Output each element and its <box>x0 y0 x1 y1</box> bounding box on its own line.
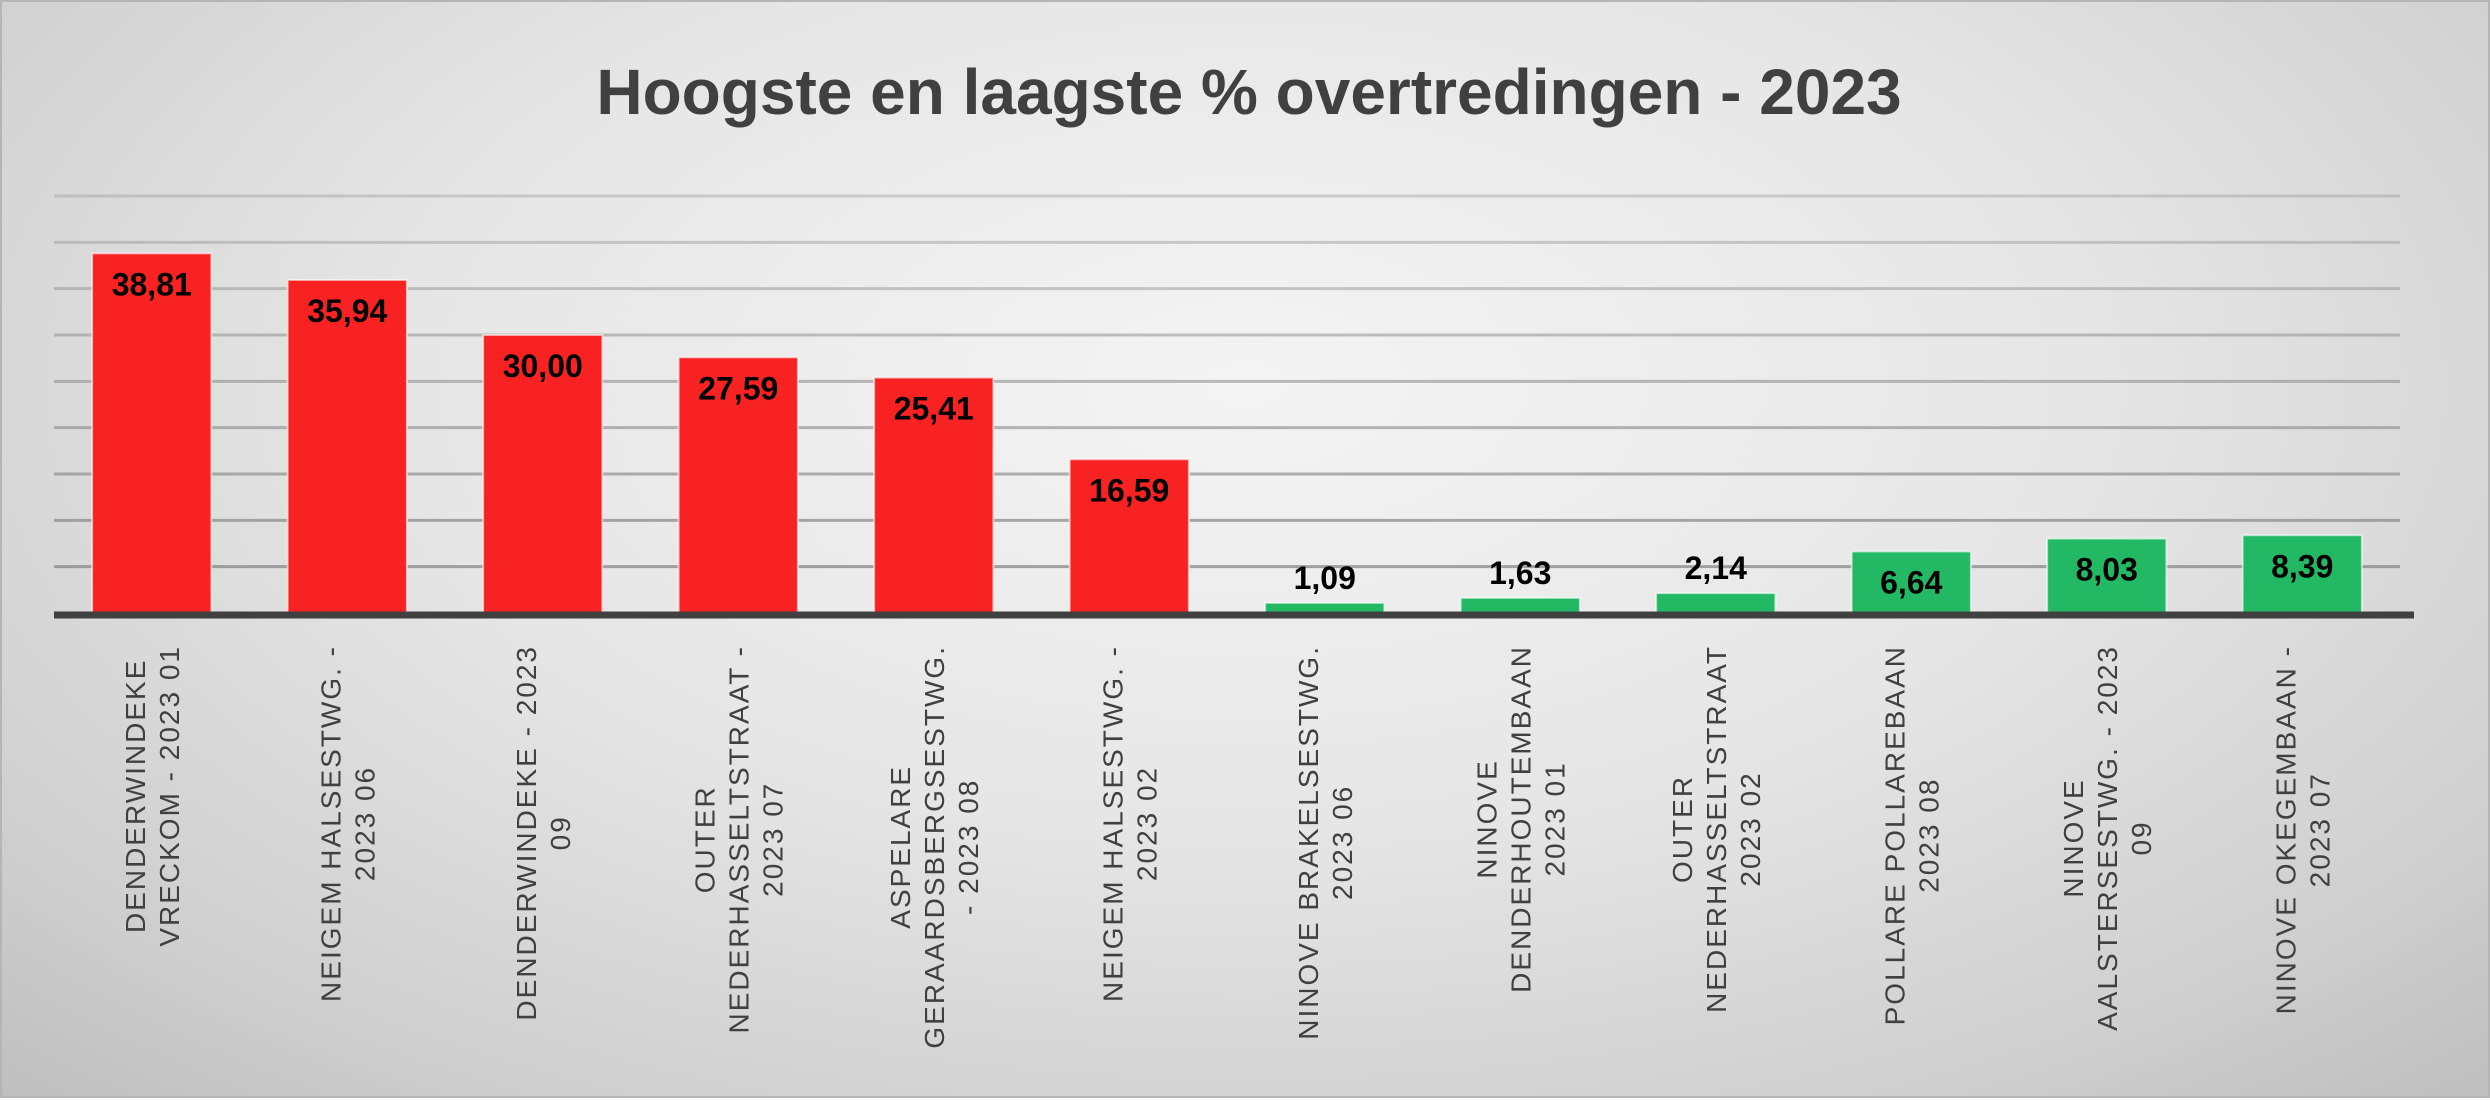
x-tick-label-line: 2023 06 <box>1327 785 1358 900</box>
x-tick-label-line: OUTER <box>689 785 720 893</box>
bar <box>91 252 213 615</box>
x-tick-label-line: - 2023 08 <box>953 779 984 915</box>
x-tick-label-line: DENDERHOUTEMBAAN <box>1505 645 1536 993</box>
x-tick-label-line: 09 <box>545 815 576 850</box>
x-tick-label-line: NINOVE <box>1471 759 1502 878</box>
data-label: 8,39 <box>2271 548 2333 584</box>
bar <box>286 278 408 614</box>
x-tick-label: NINOVE AALSTERSESTWG. - 2023 09 <box>2058 645 2157 1031</box>
data-label: 6,64 <box>1880 564 1942 600</box>
data-label: 27,59 <box>698 370 778 406</box>
x-tick-label-line: 2023 07 <box>2304 772 2335 887</box>
data-label: 2,14 <box>1685 550 1747 586</box>
bar <box>2046 537 2168 615</box>
x-tick-label-line: 2023 02 <box>1735 771 1766 886</box>
data-label: 35,94 <box>307 293 387 329</box>
x-tick-label: ASPELARE GERAARDSBERGSESTWG. - 2023 08 <box>885 645 984 1049</box>
data-label: 1,09 <box>1294 560 1356 596</box>
x-tick-label-line: NINOVE OKEGEMBAAN - <box>2270 645 2301 1014</box>
x-tick-label: NINOVE DENDERHOUTEMBAAN 2023 01 <box>1471 645 1570 993</box>
x-tick-label-line: VRECKOM - 2023 01 <box>154 645 185 947</box>
x-axis-labels: DENDERWINDEKE VRECKOM - 2023 01 NEIGEM HAL… <box>120 645 2336 1049</box>
data-label: 30,00 <box>503 348 583 384</box>
chart-title: Hoogste en laagste % overtredingen - 202… <box>596 56 1901 128</box>
x-tick-label-line: ASPELARE <box>885 765 916 929</box>
bar <box>482 334 604 614</box>
x-tick-label: NEIGEM HALSESTWG. -2023 06 <box>315 645 380 1002</box>
x-tick-label-line: 2023 02 <box>1131 766 1162 881</box>
x-tick-label-line: DENDERWINDEKE - 2023 <box>511 645 542 1021</box>
x-tick-label-line: NINOVE <box>2058 778 2089 897</box>
bar <box>1264 601 1386 615</box>
x-tick-label-line: 09 <box>2126 820 2157 855</box>
x-tick-label: NINOVE OKEGEMBAAN -2023 07 <box>2270 645 2335 1014</box>
x-tick-label-line: NEIGEM HALSESTWG. - <box>315 645 346 1002</box>
data-label: 8,03 <box>2076 552 2138 588</box>
x-tick-label: DENDERWINDEKE - 2023 09 <box>511 645 576 1021</box>
x-tick-label-line: 2023 01 <box>1539 761 1570 876</box>
data-labels: 38,81 35,94 30,00 27,59 25,41 16,59 1,09 1,63 2,… <box>112 266 2334 600</box>
x-tick-label-line: OUTER <box>1667 775 1698 883</box>
x-tick-label-line: GERAARDSBERGSESTWG. <box>919 645 950 1049</box>
x-tick-label: NINOVE BRAKELSESTWG. 2023 06 <box>1293 645 1358 1040</box>
x-tick-label: OUTER NEDERHASSELTSTRAAT 2023 02 <box>1667 645 1766 1013</box>
bar <box>2241 534 2363 615</box>
x-tick-label-line: NEIGEM HALSESTWG. - <box>1097 645 1128 1002</box>
x-tick-label-line: POLLARE POLLAREBAAN <box>1879 645 1910 1025</box>
bar <box>1459 596 1581 614</box>
data-label: 38,81 <box>112 266 192 302</box>
x-tick-label-line: NEDERHASSELTSTRAAT <box>1701 645 1732 1013</box>
x-tick-label-line: DENDERWINDEKE <box>120 659 151 933</box>
data-label: 1,63 <box>1489 555 1551 591</box>
x-tick-label-line: AALSTERSESTWG. - 2023 <box>2092 645 2123 1031</box>
x-tick-label: DENDERWINDEKE VRECKOM - 2023 01 <box>120 645 185 947</box>
x-tick-label-line: 2023 07 <box>757 782 788 897</box>
x-tick-label: OUTER NEDERHASSELTSTRAAT -2023 07 <box>689 645 788 1034</box>
x-tick-label-line: NINOVE BRAKELSESTWG. <box>1293 645 1324 1040</box>
bar <box>1655 592 1777 614</box>
gridlines <box>54 194 2400 569</box>
x-tick-label-line: 2023 06 <box>349 766 380 881</box>
data-label: 16,59 <box>1089 472 1169 508</box>
x-tick-label: NEIGEM HALSESTWG. -2023 02 <box>1097 645 1162 1002</box>
data-label: 25,41 <box>894 391 974 427</box>
x-tick-label-line: 2023 08 <box>1913 778 1944 893</box>
x-tick-label: POLLARE POLLAREBAAN 2023 08 <box>1879 645 1944 1025</box>
bars <box>91 252 2363 615</box>
x-tick-label-line: NEDERHASSELTSTRAAT - <box>723 645 754 1034</box>
